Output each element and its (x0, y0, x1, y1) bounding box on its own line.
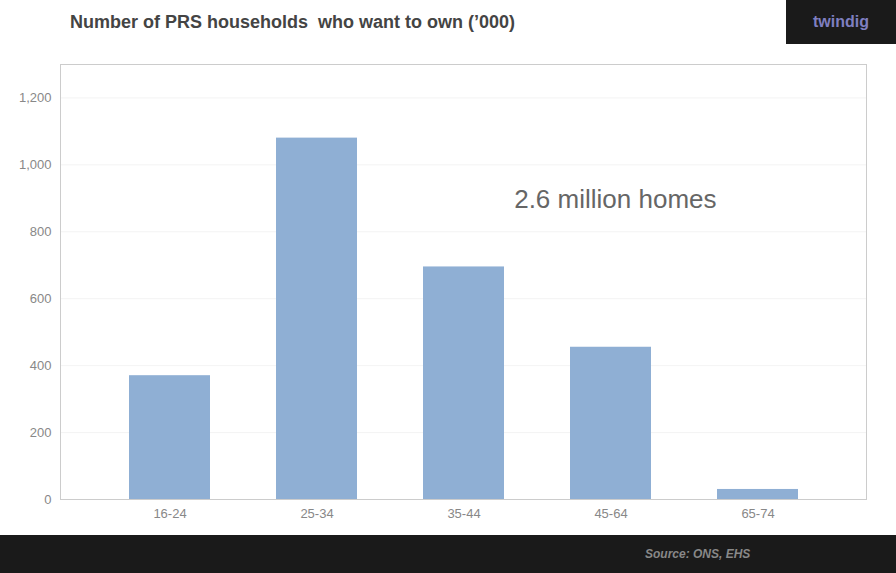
svg-text:65-74: 65-74 (741, 506, 774, 521)
svg-text:1,200: 1,200 (19, 90, 52, 105)
html-text:Source: ONS, EHS: Source: ONS, EHS (645, 547, 751, 561)
svg-text:16-24: 16-24 (153, 506, 186, 521)
svg-text:2.6 million homes: 2.6 million homes (514, 184, 716, 214)
svg-text:800: 800 (30, 224, 52, 239)
html-text:twindig: twindig (813, 13, 869, 30)
svg-text:25-34: 25-34 (300, 506, 333, 521)
html-text:Number of PRS households who w: Number of PRS households who want to own… (70, 11, 515, 32)
svg-text:400: 400 (30, 358, 52, 373)
svg-text:600: 600 (30, 291, 52, 306)
svg-text:200: 200 (30, 425, 52, 440)
svg-text:35-44: 35-44 (447, 506, 480, 521)
svg-text:0: 0 (44, 492, 51, 507)
svg-text:45-64: 45-64 (594, 506, 627, 521)
svg-text:1,000: 1,000 (19, 157, 52, 172)
